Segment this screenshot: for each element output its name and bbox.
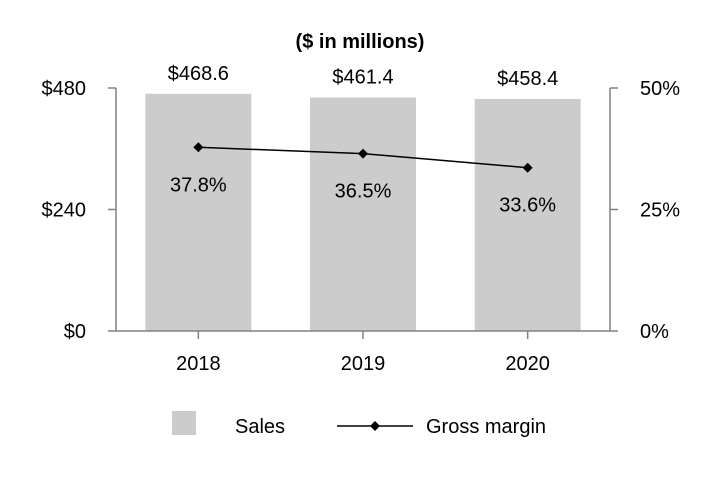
bar-sales-2018 bbox=[145, 93, 252, 332]
right-tick-label: 0% bbox=[640, 321, 669, 343]
sales-bars bbox=[145, 93, 581, 332]
right-tick-label: 50% bbox=[640, 78, 680, 100]
chart-title: ($ in millions) bbox=[296, 31, 425, 53]
left-tick-label: $0 bbox=[64, 321, 86, 343]
bar-sales-2020 bbox=[474, 98, 581, 331]
gross-margin-label-2018: 37.8% bbox=[170, 174, 227, 196]
gross-margin-point-2019 bbox=[358, 148, 368, 159]
legend-gross-margin-label: Gross margin bbox=[426, 416, 546, 438]
gross-margin-line bbox=[193, 142, 533, 173]
legend-sales-label: Sales bbox=[235, 416, 285, 438]
gross-margin-label-2020: 33.6% bbox=[499, 195, 556, 217]
legend-gross-margin-marker bbox=[370, 421, 380, 431]
gross-margin-labels: 37.8% 36.5% 33.6% bbox=[170, 174, 556, 216]
x-tick-label: 2020 bbox=[505, 353, 550, 375]
legend: Sales Gross margin bbox=[172, 411, 546, 438]
left-tick-label: $240 bbox=[42, 200, 87, 222]
left-tick-label: $480 bbox=[42, 78, 87, 100]
gross-margin-label-2019: 36.5% bbox=[335, 181, 392, 203]
left-axis-ticks: $0 $240 $480 bbox=[42, 78, 116, 343]
legend-sales-swatch bbox=[172, 411, 196, 435]
gross-margin-point-2020 bbox=[522, 162, 533, 173]
sales-bar-labels: $468.6 $461.4 $458.4 bbox=[168, 63, 559, 90]
right-axis-ticks: 0% 25% 50% bbox=[610, 78, 680, 343]
x-tick-label: 2018 bbox=[176, 353, 221, 375]
bar-sales-2019 bbox=[310, 97, 416, 331]
x-tick-label: 2019 bbox=[341, 353, 386, 375]
bar-label-sales-2020: $458.4 bbox=[497, 68, 558, 90]
bar-label-sales-2018: $468.6 bbox=[168, 63, 229, 85]
x-axis-ticks: 2018 2019 2020 bbox=[176, 331, 550, 375]
bar-label-sales-2019: $461.4 bbox=[332, 66, 393, 88]
right-tick-label: 25% bbox=[640, 200, 680, 222]
gross-margin-point-2018 bbox=[193, 142, 204, 153]
